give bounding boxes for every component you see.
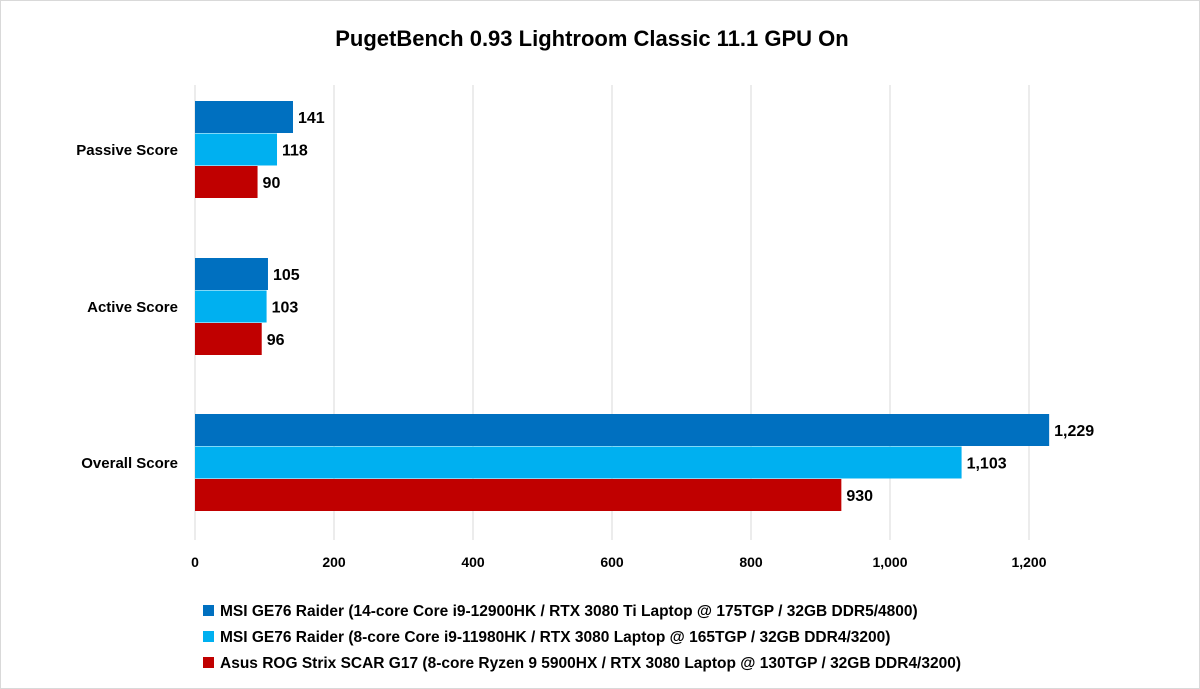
bar — [195, 290, 267, 323]
x-tick-label: 1,200 — [1011, 554, 1046, 570]
data-label: 90 — [263, 175, 281, 192]
data-label: 930 — [846, 488, 873, 505]
category-label: Passive Score — [76, 142, 178, 159]
data-label: 96 — [267, 332, 285, 349]
bar — [195, 446, 962, 479]
bar — [195, 258, 268, 290]
bar — [195, 479, 842, 511]
bar — [195, 323, 262, 355]
chart-title: PugetBench 0.93 Lightroom Classic 11.1 G… — [335, 26, 848, 51]
legend-label: MSI GE76 Raider (8-core Core i9-11980HK … — [220, 629, 890, 646]
legend-swatch — [203, 657, 214, 668]
legend-swatch — [203, 631, 214, 642]
category-label: Active Score — [87, 299, 178, 316]
bar — [195, 101, 293, 133]
legend-label: Asus ROG Strix SCAR G17 (8-core Ryzen 9 … — [220, 655, 961, 672]
legend-label: MSI GE76 Raider (14-core Core i9-12900HK… — [220, 603, 918, 620]
data-label: 105 — [273, 267, 300, 284]
data-label: 1,103 — [967, 456, 1007, 473]
x-tick-label: 0 — [191, 554, 199, 570]
category-label: Overall Score — [81, 455, 178, 472]
x-tick-label: 1,000 — [872, 554, 907, 570]
x-tick-label: 800 — [739, 554, 763, 570]
legend-swatch — [203, 605, 214, 616]
x-tick-label: 200 — [322, 554, 346, 570]
data-label: 1,229 — [1054, 423, 1094, 440]
bar — [195, 166, 258, 198]
bar — [195, 414, 1050, 446]
x-tick-label: 400 — [461, 554, 485, 570]
x-tick-label: 600 — [600, 554, 624, 570]
bar — [195, 133, 278, 166]
data-label: 118 — [282, 143, 308, 160]
data-label: 103 — [272, 300, 299, 317]
data-label: 141 — [298, 110, 325, 127]
